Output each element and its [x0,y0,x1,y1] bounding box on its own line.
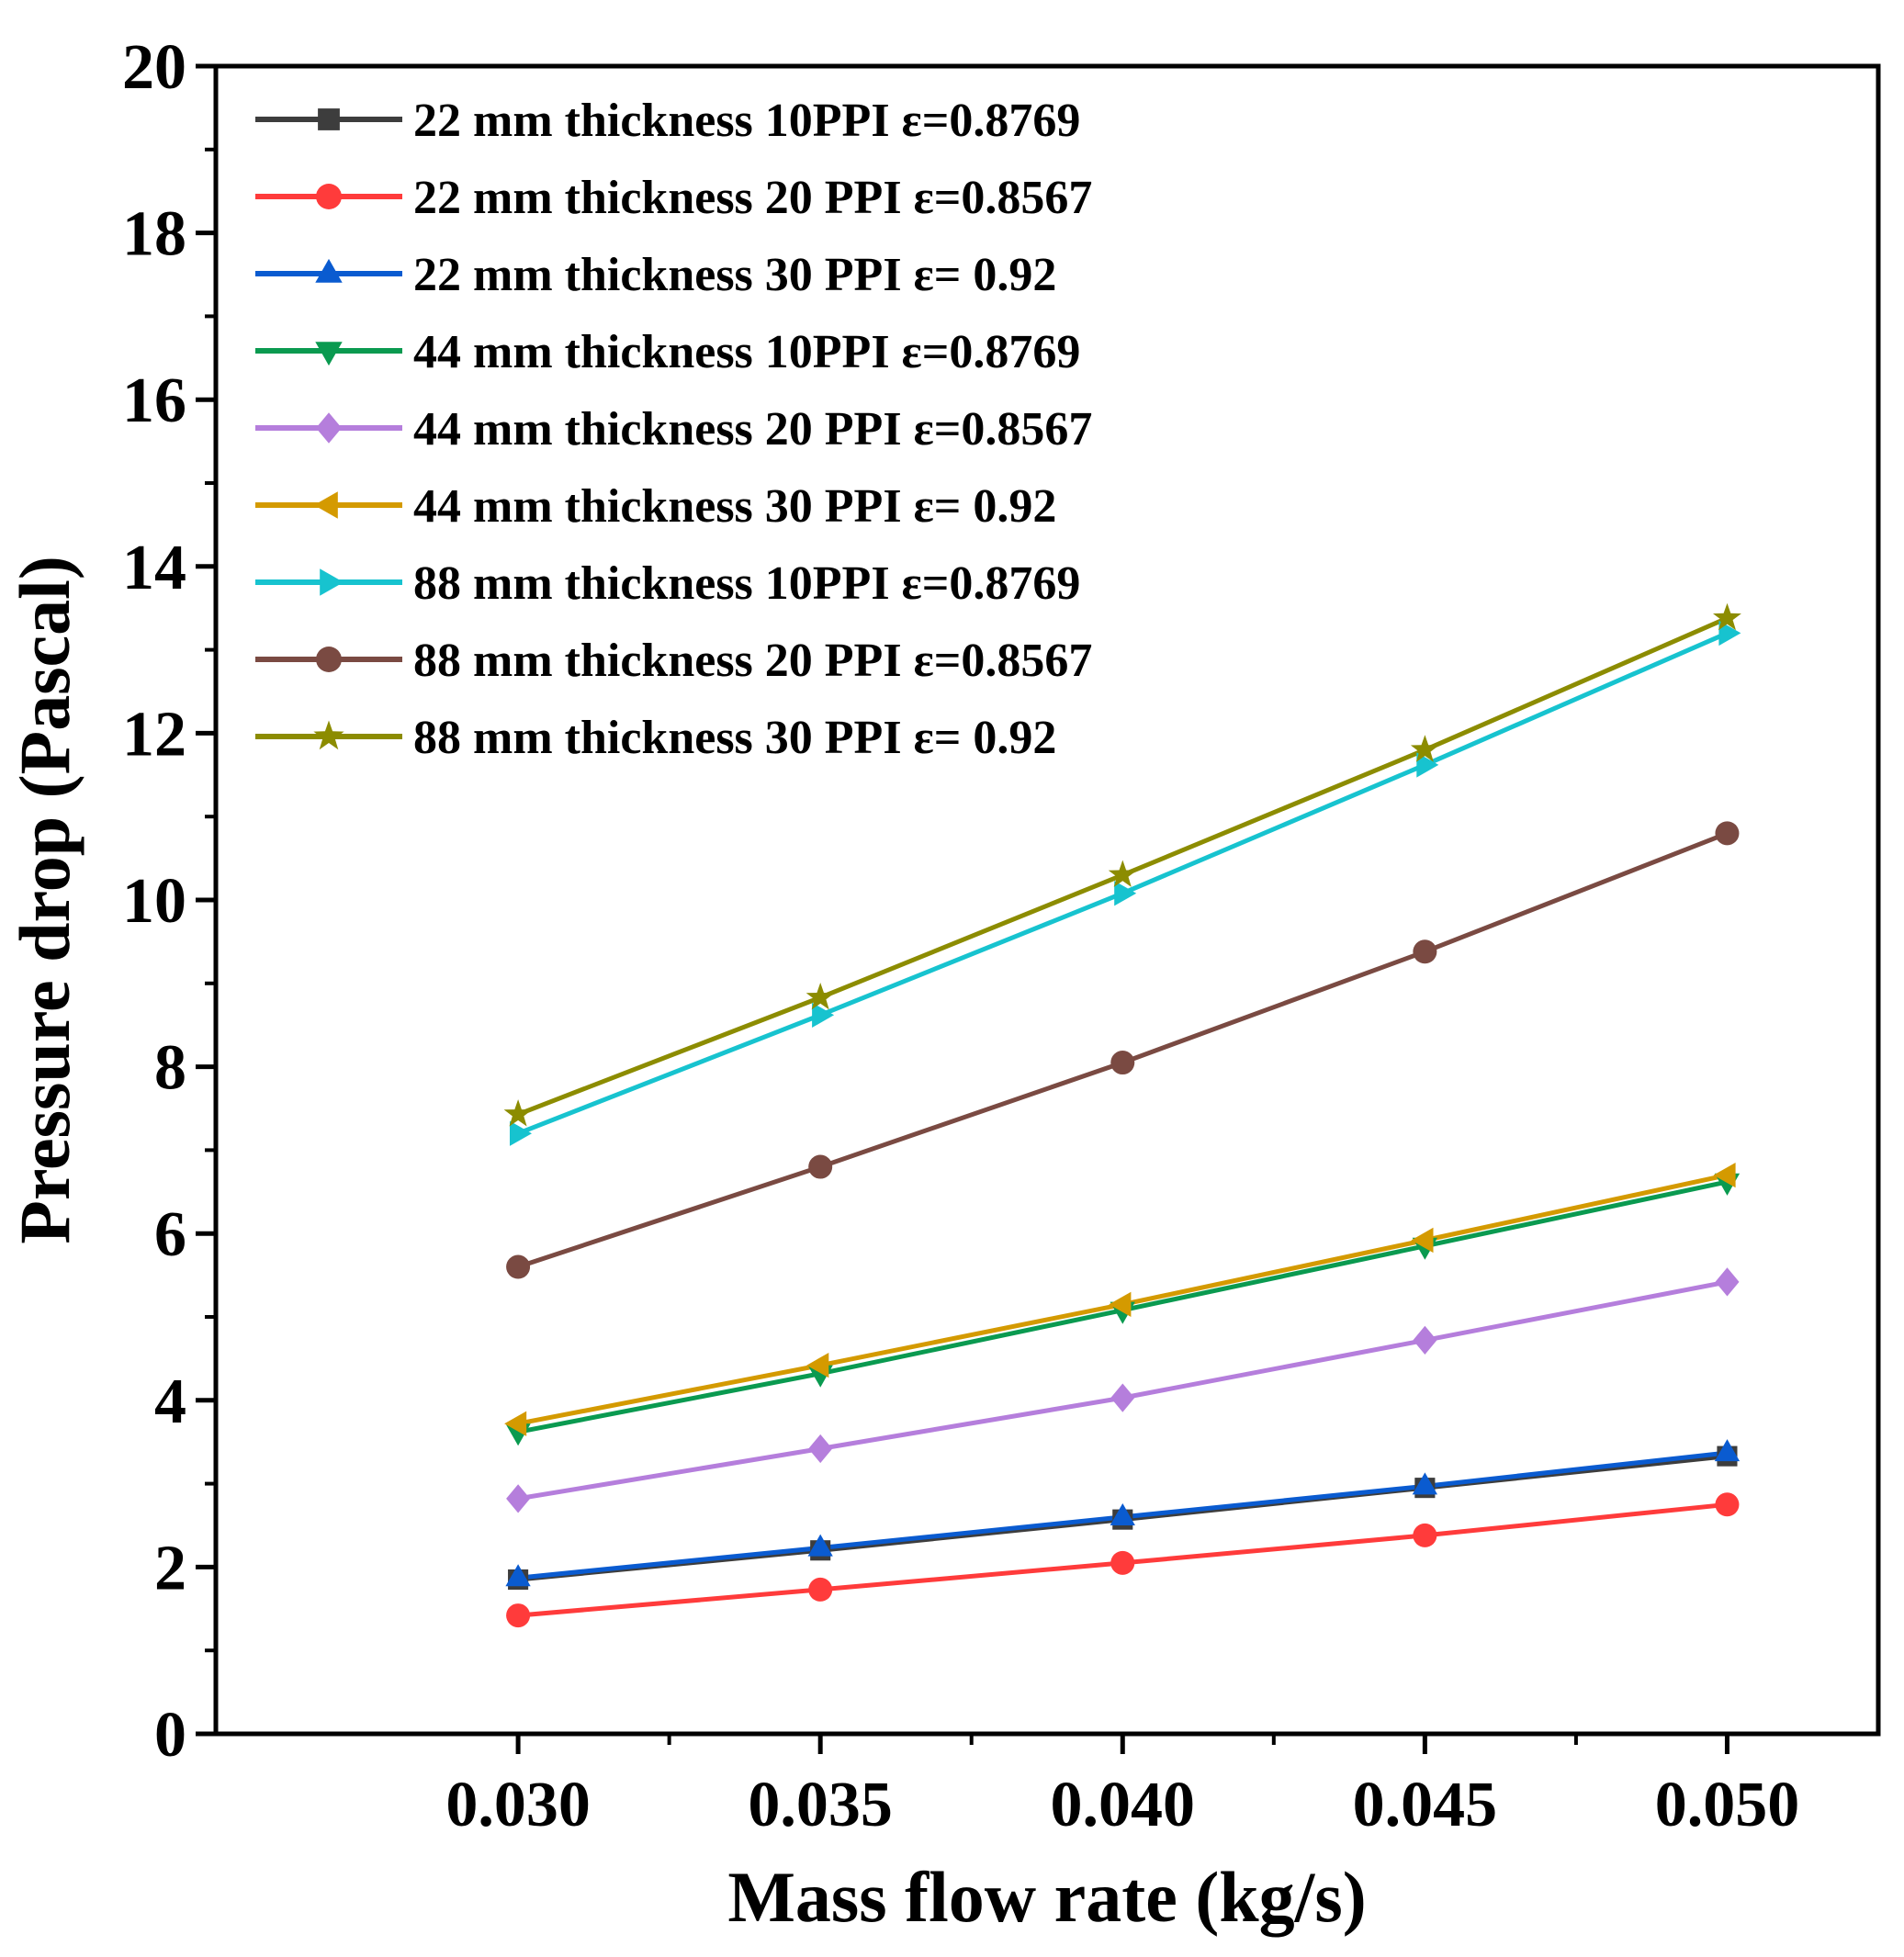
series-3-point [1412,1472,1437,1495]
y-tick-label: 8 [154,1033,186,1104]
series-8-point [808,1154,833,1179]
legend-item-7: 88 mm thickness 10PPI ε=0.8769 [255,557,1080,610]
series-7-point [1114,881,1137,906]
series-9-point [1108,860,1137,887]
legend-label: 88 mm thickness 10PPI ε=0.8769 [413,557,1080,610]
series-5-point [1413,1325,1437,1355]
legend-label: 44 mm thickness 10PPI ε=0.8769 [413,326,1080,378]
x-axis: 0.030 0.035 0.040 0.045 0.050 [445,1734,1799,1840]
series-3-point [505,1564,531,1587]
legend-label: 88 mm thickness 30 PPI ε= 0.92 [413,712,1056,764]
y-tick-label: 16 [122,366,186,436]
legend-swatch-marker [318,108,340,130]
series-5-point [506,1484,531,1513]
legend-swatch-marker [315,342,343,366]
series-7-point [1416,752,1439,778]
y-tick-label: 14 [122,533,186,603]
legend-label: 44 mm thickness 20 PPI ε=0.8567 [413,403,1092,456]
y-tick-label: 0 [154,1700,186,1771]
legend-swatch-marker [315,258,343,283]
series-8-point [1413,939,1437,964]
series-5-point [1110,1383,1135,1412]
series-9-point [806,983,835,1010]
series-2-point [1715,1492,1740,1517]
series-3-point [1110,1503,1135,1525]
x-tick-label: 0.035 [748,1770,893,1840]
x-tick-label: 0.040 [1051,1770,1196,1840]
series-2-point [1110,1550,1135,1575]
y-tick-label: 4 [154,1367,186,1437]
series-3-point [807,1534,833,1557]
legend-swatch-marker [316,412,342,444]
series-7-point [510,1120,532,1146]
series-7-point [1718,620,1741,647]
y-tick-label: 2 [154,1533,186,1603]
legend-item-1: 22 mm thickness 10PPI ε=0.8769 [255,95,1080,147]
legend-item-4: 44 mm thickness 10PPI ε=0.8769 [255,326,1080,378]
series-9-point [503,1099,533,1127]
series-2-point [808,1577,833,1602]
legend-swatch-marker [316,647,342,672]
legend-label: 22 mm thickness 10PPI ε=0.8769 [413,95,1080,147]
legend-swatch-marker [320,568,344,596]
y-tick-label: 6 [154,1199,186,1270]
series-5-point [1715,1267,1740,1297]
legend-label: 22 mm thickness 30 PPI ε= 0.92 [413,249,1056,301]
legend-label: 88 mm thickness 20 PPI ε=0.8567 [413,635,1092,687]
legend: 22 mm thickness 10PPI ε=0.8769 22 mm thic… [255,95,1092,764]
x-tick-label: 0.050 [1655,1770,1800,1840]
y-tick-label: 10 [122,866,186,937]
y-tick-label: 20 [122,32,186,103]
x-tick-label: 0.030 [445,1770,591,1840]
series-6-point [504,1411,527,1436]
y-axis-title: Pressure drop (Pascal) [5,556,84,1244]
legend-label: 22 mm thickness 20 PPI ε=0.8567 [413,172,1092,224]
legend-item-3: 22 mm thickness 30 PPI ε= 0.92 [255,249,1056,301]
legend-swatch-marker [313,720,344,750]
series-8-point [506,1254,531,1279]
legend-swatch-marker [316,184,342,209]
series-8-point [1715,821,1740,846]
series-7-point [812,1002,835,1028]
legend-item-5: 44 mm thickness 20 PPI ε=0.8567 [255,403,1092,456]
series-9-point [1410,735,1439,762]
y-tick-label: 18 [122,199,186,270]
legend-item-6: 44 mm thickness 30 PPI ε= 0.92 [255,480,1056,533]
series-6-point [1109,1291,1132,1317]
series-8-point [1110,1051,1135,1075]
series-6-point [1713,1163,1736,1188]
series-5-point [808,1434,833,1464]
legend-item-9: 88 mm thickness 30 PPI ε= 0.92 [255,712,1056,764]
series-6-point [806,1353,829,1378]
legend-swatch-marker [313,491,338,519]
series-3-point [1714,1439,1741,1462]
plot-markers [503,602,1741,1628]
x-axis-title: Mass flow rate (kg/s) [727,1857,1366,1937]
series-2-point [1413,1523,1437,1547]
y-tick-label: 12 [122,699,186,770]
series-6-point [1411,1227,1434,1254]
series-2-point [506,1603,531,1628]
legend-item-2: 22 mm thickness 20 PPI ε=0.8567 [255,172,1092,224]
series-9-point [1713,602,1741,631]
legend-item-8: 88 mm thickness 20 PPI ε=0.8567 [255,635,1092,687]
y-axis: 0 2 4 6 8 10 12 14 16 18 20 [122,32,216,1771]
x-tick-label: 0.045 [1353,1770,1498,1840]
legend-label: 44 mm thickness 30 PPI ε= 0.92 [413,480,1056,533]
